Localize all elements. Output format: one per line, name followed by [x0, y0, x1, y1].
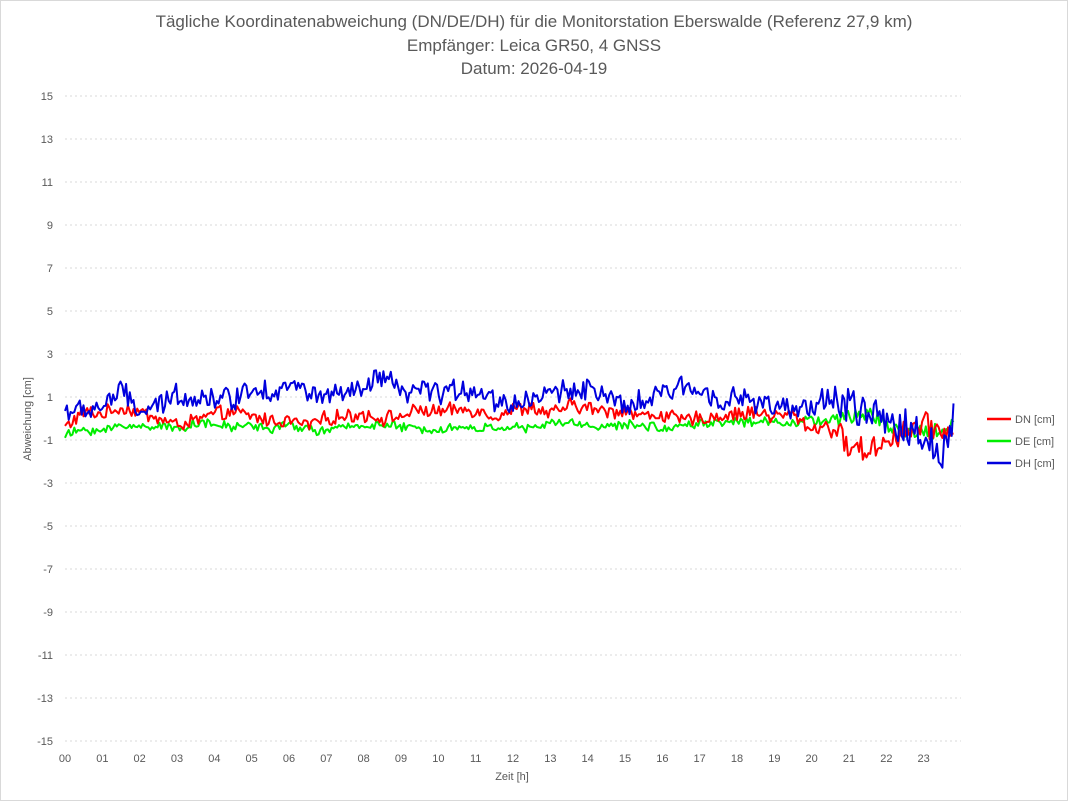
- y-tick-label: -9: [43, 607, 53, 619]
- x-tick-label: 05: [246, 753, 258, 765]
- x-tick-label: 14: [582, 753, 594, 765]
- y-tick-label: -3: [43, 478, 53, 490]
- x-tick-label: 20: [806, 753, 818, 765]
- y-tick-label: 9: [47, 220, 53, 232]
- y-tick-label: -1: [43, 435, 53, 447]
- x-tick-label: 23: [918, 753, 930, 765]
- series-line-de: [64, 407, 955, 440]
- y-tick-label: 13: [41, 134, 53, 146]
- x-tick-label: 07: [320, 753, 332, 765]
- x-tick-label: 06: [283, 753, 295, 765]
- x-tick-label: 17: [694, 753, 706, 765]
- y-tick-label: 11: [42, 177, 53, 189]
- x-tick-labels: 00 01 02 03 04 05 06 07 08 09 10 11 12 13 14 15 16 17 18 19…: [59, 753, 930, 765]
- legend-label: DE [cm]: [1015, 436, 1054, 448]
- x-tick-label: 04: [208, 753, 220, 765]
- y-tick-label: -15: [37, 736, 53, 748]
- x-tick-label: 01: [96, 753, 108, 765]
- x-tick-label: 03: [171, 753, 183, 765]
- y-tick-label: -7: [43, 564, 53, 576]
- x-tick-label: 19: [768, 753, 780, 765]
- y-tick-label: -13: [37, 693, 53, 705]
- x-tick-label: 22: [880, 753, 892, 765]
- x-tick-label: 21: [843, 753, 855, 765]
- legend-label: DN [cm]: [1015, 414, 1055, 426]
- y-tick-labels: 15 13 11 9 7 5 3 1 -1 -3 -5 -7 -9 -11 -13 -15: [37, 91, 53, 748]
- y-tick-label: 3: [47, 349, 53, 361]
- legend-label: DH [cm]: [1015, 458, 1055, 470]
- chart-title-line-2: Empfänger: Leica GR50, 4 GNSS: [406, 36, 662, 55]
- x-tick-label: 11: [470, 753, 481, 765]
- y-tick-label: -11: [38, 650, 53, 662]
- x-axis-title: Zeit [h]: [495, 771, 529, 783]
- chart-title-line-3: Datum: 2026-04-19: [460, 59, 608, 78]
- y-tick-label: -5: [43, 521, 53, 533]
- x-tick-label: 09: [395, 753, 407, 765]
- x-tick-label: 13: [544, 753, 556, 765]
- y-tick-label: 15: [41, 91, 53, 103]
- y-axis-title: Abweichung [cm]: [22, 377, 34, 461]
- y-tick-label: 7: [47, 263, 53, 275]
- x-tick-label: 12: [507, 753, 519, 765]
- x-tick-label: 00: [59, 753, 71, 765]
- x-tick-label: 08: [358, 753, 370, 765]
- x-tick-label: 15: [619, 753, 631, 765]
- x-tick-label: 02: [134, 753, 146, 765]
- grid-layer: [65, 95, 961, 742]
- x-tick-label: 18: [731, 753, 743, 765]
- x-tick-label: 16: [656, 753, 668, 765]
- series-layer: [64, 369, 955, 469]
- chart-title-line-1: Tägliche Koordinatenabweichung (DN/DE/DH…: [155, 12, 913, 31]
- legend: DN [cm] DE [cm] DH [cm]: [987, 414, 1055, 470]
- x-tick-label: 10: [432, 753, 444, 765]
- y-tick-label: 5: [47, 306, 53, 318]
- series-line-dh: [64, 369, 955, 469]
- y-tick-label: 1: [47, 392, 53, 404]
